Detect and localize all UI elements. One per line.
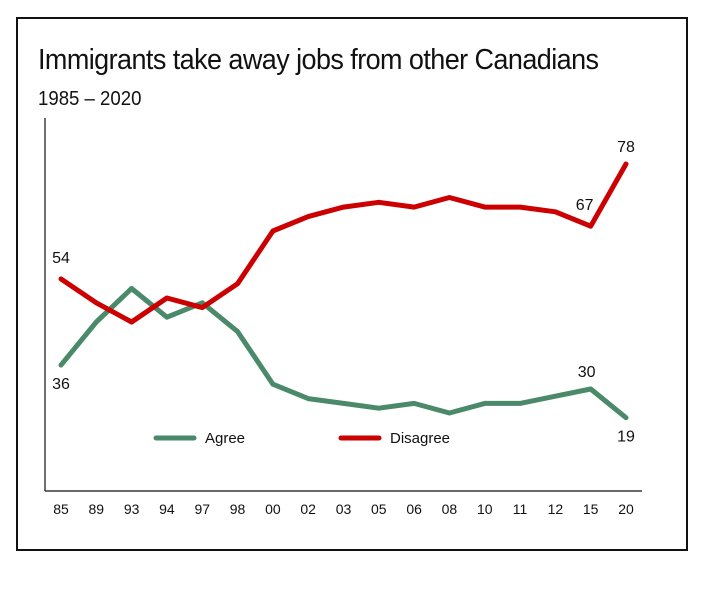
legend-label-disagree: Disagree <box>390 430 450 447</box>
series-line-disagree <box>58 161 629 325</box>
x-tick-label: 11 <box>513 501 528 517</box>
x-tick-label: 06 <box>406 501 422 517</box>
x-tick-label: 03 <box>336 501 352 517</box>
x-tick-label: 08 <box>442 501 458 517</box>
x-tick-label: 98 <box>230 501 246 517</box>
x-tick-label: 00 <box>265 501 281 517</box>
data-label-disagree: 67 <box>576 197 594 214</box>
chart-frame <box>16 17 688 551</box>
data-label-disagree: 54 <box>52 250 70 267</box>
data-label-agree: 30 <box>578 364 596 381</box>
x-tick-label: 94 <box>159 501 175 517</box>
x-tick-label: 93 <box>124 501 140 517</box>
x-tick-label: 05 <box>371 501 387 517</box>
x-tick-label: 15 <box>583 501 599 517</box>
data-labels: 36 30 19 54 67 78 <box>52 139 635 446</box>
series-lines <box>58 161 629 421</box>
x-tick-label: 12 <box>548 501 564 517</box>
x-tick-label: 89 <box>89 501 105 517</box>
x-tick-label: 97 <box>194 501 210 517</box>
legend-label-agree: Agree <box>205 430 245 447</box>
x-tick-labels: 85 89 93 94 97 98 00 02 03 05 06 08 10 11 12 15 20 <box>53 501 634 517</box>
x-tick-label: 10 <box>477 501 493 517</box>
data-label-agree: 19 <box>617 429 635 446</box>
x-tick-label: 20 <box>618 501 634 517</box>
data-label-agree: 36 <box>52 376 70 393</box>
legend: Agree Disagree <box>153 430 450 447</box>
chart-title: Immigrants take away jobs from other Can… <box>38 44 599 76</box>
chart-subtitle: 1985 – 2020 <box>38 88 142 110</box>
x-tick-label: 02 <box>300 501 316 517</box>
x-tick-label: 85 <box>53 501 69 517</box>
data-label-disagree: 78 <box>617 139 635 156</box>
series-line-agree <box>58 286 629 421</box>
